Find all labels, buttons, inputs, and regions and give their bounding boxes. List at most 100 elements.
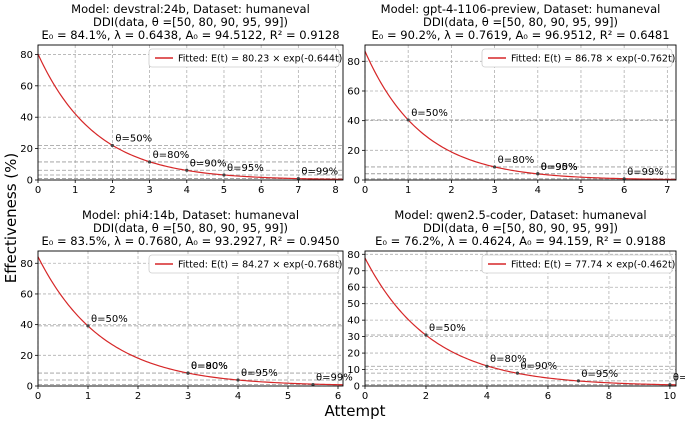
x-tick-label: 7 — [295, 185, 301, 196]
x-tick-label: 3 — [491, 185, 497, 196]
x-tick-label: 6 — [621, 185, 627, 196]
threshold-label: θ=80% — [191, 361, 228, 372]
legend-box — [481, 48, 673, 68]
threshold-point — [147, 160, 152, 164]
legend-box — [481, 254, 673, 274]
threshold-label: θ=95% — [227, 163, 264, 174]
y-tick-label: 0 — [354, 176, 360, 187]
chart-panel-4: Model: qwen2.5-coder, Dataset: humaneval… — [347, 208, 685, 402]
y-tick-label: 40 — [20, 113, 33, 124]
y-tick-label: 20 — [347, 146, 360, 157]
legend-box — [148, 254, 340, 274]
threshold-label: θ=80% — [490, 354, 527, 365]
chart-title-line: E₀ = 84.1%, λ = 0.6438, A₀ = 94.5122, R²… — [41, 28, 339, 42]
threshold-label: θ=90% — [520, 361, 557, 372]
x-tick-label: 4 — [484, 391, 490, 402]
x-tick-label: 1 — [72, 185, 78, 196]
y-tick-label: 10 — [347, 365, 360, 376]
y-tick-label: 20 — [20, 351, 33, 362]
fitted-curve — [364, 257, 677, 386]
threshold-label: θ=99% — [627, 167, 664, 178]
chart-title-line: Model: gpt-4-1106-preview, Dataset: huma… — [381, 2, 661, 16]
x-tick-label: 5 — [285, 391, 291, 402]
threshold-point — [86, 324, 90, 328]
threshold-label: θ=95% — [241, 368, 278, 379]
threshold-point — [296, 176, 300, 181]
y-tick-label: 20 — [347, 349, 360, 360]
legend-label: Fitted: E(t) = 77.74 × exp(-0.462t) — [511, 260, 675, 271]
x-tick-label: 1 — [85, 391, 91, 402]
threshold-point — [222, 173, 226, 177]
threshold-label: θ=80% — [153, 150, 190, 161]
chart-title-line: E₀ = 83.5%, λ = 0.7680, A₀ = 93.2927, R²… — [41, 234, 339, 248]
y-tick-label: 20 — [20, 144, 33, 155]
y-tick-label: 70 — [347, 266, 360, 277]
threshold-label: θ=95% — [541, 162, 578, 173]
threshold-point — [576, 379, 581, 383]
legend-label: Fitted: E(t) = 86.78 × exp(-0.762t) — [511, 54, 675, 65]
x-tick-label: 2 — [448, 185, 454, 196]
chart-title-line: DDI(data, θ =[50, 80, 90, 95, 99]) — [423, 15, 618, 29]
threshold-label: θ=90% — [541, 162, 578, 173]
plot-frame — [37, 44, 344, 181]
x-tick-label: 10 — [664, 391, 677, 402]
x-tick-label: 0 — [35, 185, 41, 196]
threshold-label: θ=50% — [429, 323, 466, 334]
x-tick-label: 2 — [109, 185, 115, 196]
y-tick-label: 40 — [347, 116, 360, 127]
chart-title-line: DDI(data, θ =[50, 80, 90, 95, 99]) — [423, 221, 618, 235]
threshold-point — [406, 118, 410, 122]
x-tick-label: 3 — [185, 391, 191, 402]
y-tick-label: 0 — [27, 176, 33, 187]
fitted-curve — [37, 53, 344, 180]
x-tick-label: 6 — [545, 391, 551, 402]
x-tick-label: 2 — [423, 391, 429, 402]
y-tick-label: 60 — [347, 86, 360, 97]
threshold-point — [536, 172, 540, 176]
chart-title-line: Model: qwen2.5-coder, Dataset: humaneval — [394, 208, 646, 222]
chart-panel-1: Model: devstral:24b, Dataset: humanevalD… — [20, 2, 344, 196]
x-tick-label: 5 — [578, 185, 584, 196]
threshold-label: θ=50% — [411, 108, 448, 119]
chart-title-line: DDI(data, θ =[50, 80, 90, 95, 99]) — [93, 15, 288, 29]
chart-title-line: DDI(data, θ =[50, 80, 90, 95, 99]) — [93, 221, 288, 235]
x-tick-label: 6 — [258, 185, 264, 196]
x-tick-label: 4 — [535, 185, 541, 196]
x-tick-label: 0 — [35, 391, 41, 402]
threshold-label: θ=80% — [498, 155, 535, 166]
threshold-point — [424, 333, 428, 337]
threshold-point — [515, 371, 520, 375]
y-tick-label: 40 — [20, 320, 33, 331]
threshold-point — [668, 383, 672, 387]
legend-label: Fitted: E(t) = 80.23 × exp(-0.644t) — [178, 54, 342, 65]
y-tick-label: 60 — [20, 81, 33, 92]
x-tick-label: 7 — [664, 185, 670, 196]
threshold-point — [492, 165, 497, 169]
y-tick-label: 40 — [347, 316, 360, 327]
y-tick-label: 30 — [347, 332, 360, 343]
figure-xlabel: Attempt — [324, 402, 385, 420]
y-tick-label: 80 — [347, 57, 360, 68]
legend-box — [148, 48, 340, 68]
x-tick-label: 0 — [362, 391, 368, 402]
x-tick-label: 3 — [146, 185, 152, 196]
threshold-label: θ=50% — [115, 133, 152, 144]
y-tick-label: 60 — [20, 289, 33, 300]
threshold-point — [236, 378, 240, 382]
chart-title-line: Model: devstral:24b, Dataset: humaneval — [71, 2, 310, 16]
threshold-point — [110, 143, 114, 148]
y-tick-label: 0 — [27, 382, 33, 393]
legend-label: Fitted: E(t) = 84.27 × exp(-0.768t) — [178, 260, 342, 271]
x-tick-label: 6 — [335, 391, 341, 402]
threshold-label: θ=99% — [316, 373, 353, 384]
x-tick-label: 0 — [362, 185, 368, 196]
x-tick-label: 4 — [235, 391, 241, 402]
chart-title-line: E₀ = 76.2%, λ = 0.4624, A₀ = 94.159, R² … — [375, 234, 666, 248]
y-tick-label: 50 — [347, 299, 360, 310]
x-tick-label: 1 — [405, 185, 411, 196]
threshold-point — [185, 168, 189, 172]
x-tick-label: 8 — [332, 185, 338, 196]
threshold-label: θ=95% — [581, 369, 618, 380]
threshold-point — [485, 364, 489, 368]
